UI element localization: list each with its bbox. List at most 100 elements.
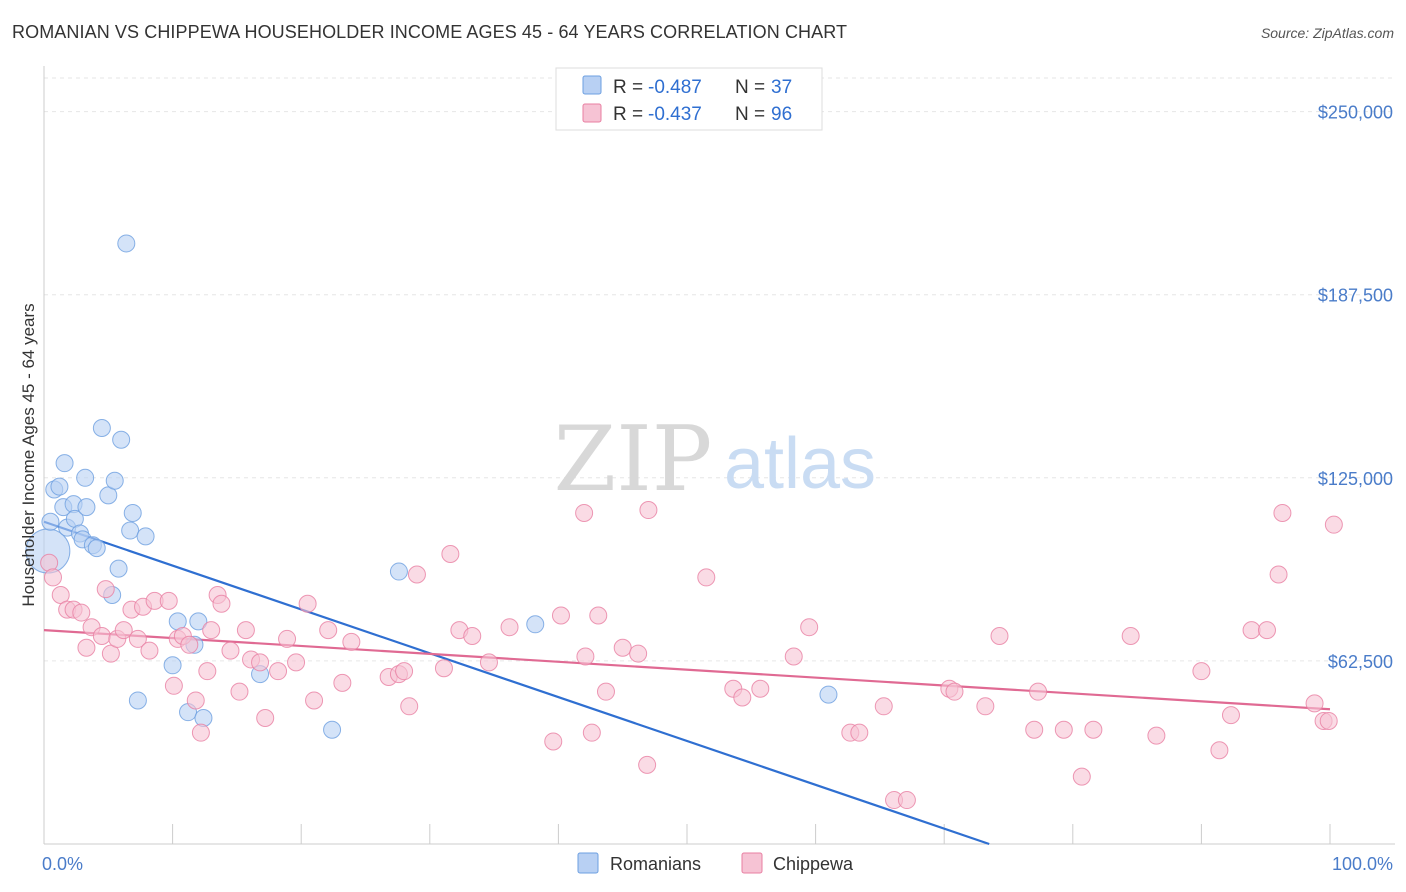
chippewa-point	[198, 662, 217, 681]
romanians-point	[55, 454, 74, 473]
legend-n-value-chippewa: 96	[771, 104, 792, 125]
chippewa-point	[1121, 627, 1140, 646]
chippewa-point	[697, 568, 716, 587]
romanians-point	[189, 612, 208, 631]
legend: R = -0.487 N = 37 R = -0.437 N = 96	[555, 67, 823, 131]
romanians-point	[121, 521, 140, 540]
chippewa-point	[874, 697, 893, 716]
chippewa-point	[582, 723, 601, 742]
watermark: ZIP atlas	[554, 407, 876, 512]
chippewa-point	[629, 644, 648, 663]
chippewa-point	[191, 723, 210, 742]
chippewa-point	[639, 501, 658, 520]
romanians-point	[194, 709, 213, 728]
chippewa-point	[114, 621, 133, 640]
chippewa-point	[1242, 621, 1261, 640]
chippewa-point	[1319, 711, 1338, 730]
chippewa-point	[202, 621, 221, 640]
source-label: Source: ZipAtlas.com	[1260, 25, 1394, 41]
romanians-trend-line	[43, 520, 990, 846]
romanians-point	[123, 503, 142, 522]
chippewa-point	[92, 627, 111, 646]
y-tick-label: $125,000	[1318, 469, 1393, 489]
legend-n-label-romanians: N =	[735, 77, 765, 98]
chippewa-point	[180, 635, 199, 654]
legend-swatch-romanians	[582, 75, 602, 95]
watermark-zip: ZIP	[554, 407, 713, 512]
chippewa-point	[395, 662, 414, 681]
chippewa-point	[342, 632, 361, 651]
y-axis-label: Householder Income Ages 45 - 64 years	[19, 303, 38, 606]
chippewa-point	[1210, 741, 1229, 760]
bottom-legend-label-romanians[interactable]: Romanians	[610, 854, 701, 874]
romanians-point	[323, 720, 342, 739]
chippewa-trend-line	[43, 629, 1331, 711]
chippewa-point	[72, 603, 91, 622]
chippewa-point	[298, 594, 317, 613]
chippewa-point	[407, 565, 426, 584]
y-tick-label: $62,500	[1328, 652, 1393, 672]
chippewa-point	[897, 791, 916, 810]
y-tick-label: $250,000	[1318, 103, 1393, 123]
romanians-point	[109, 559, 128, 578]
legend-swatch-chippewa	[582, 103, 602, 123]
bottom-legend-swatch-romanians[interactable]	[577, 852, 599, 874]
watermark-atlas: atlas	[724, 424, 876, 504]
romanians-point	[128, 691, 147, 710]
chippewa-point	[44, 568, 63, 587]
chippewa-point	[589, 606, 608, 625]
chippewa-point	[186, 691, 205, 710]
chippewa-point	[269, 662, 288, 681]
chippewa-point	[159, 591, 178, 610]
chippewa-point	[596, 682, 615, 701]
chippewa-point	[544, 732, 563, 751]
chippewa-point	[140, 641, 159, 660]
bottom-legend-swatch-chippewa[interactable]	[741, 852, 763, 874]
legend-r-value-chippewa: -0.437	[648, 104, 702, 125]
chippewa-point	[251, 653, 270, 672]
chippewa-point	[256, 709, 275, 728]
chippewa-point	[1221, 706, 1240, 725]
chippewa-point	[751, 679, 770, 698]
bottom-legend: Romanians Chippewa	[577, 852, 854, 874]
chippewa-point	[976, 697, 995, 716]
chippewa-point	[1257, 621, 1276, 640]
chippewa-point	[1054, 720, 1073, 739]
chippewa-point	[287, 653, 306, 672]
romanians-point	[526, 615, 545, 634]
romanians-point	[117, 234, 136, 253]
chippewa-point	[128, 629, 147, 648]
data-points	[25, 234, 1343, 810]
x-tick-labels: 0.0% 100.0%	[42, 854, 1393, 874]
romanians-point	[136, 527, 155, 546]
chippewa-point	[1305, 694, 1324, 713]
chippewa-point	[463, 627, 482, 646]
legend-r-label-chippewa: R =	[613, 104, 643, 125]
romanians-point	[163, 656, 182, 675]
chippewa-point	[164, 676, 183, 695]
chippewa-point	[1324, 515, 1343, 534]
legend-n-value-romanians: 37	[771, 77, 792, 98]
y-tick-labels: $62,500 $125,000 $187,500 $250,000	[1318, 103, 1393, 672]
chippewa-point	[1029, 682, 1048, 701]
chippewa-point	[1072, 767, 1091, 786]
chippewa-point	[1084, 720, 1103, 739]
chippewa-point	[800, 618, 819, 637]
trend-lines	[43, 520, 1331, 846]
romanians-point	[389, 562, 408, 581]
chippewa-point	[212, 594, 231, 613]
legend-n-label-chippewa: N =	[735, 104, 765, 125]
chippewa-point	[441, 544, 460, 563]
chippewa-point	[1025, 720, 1044, 739]
chippewa-point	[221, 641, 240, 660]
chippewa-point	[434, 659, 453, 678]
chippewa-point	[613, 638, 632, 657]
chippewa-point	[1269, 565, 1288, 584]
bottom-legend-label-chippewa[interactable]: Chippewa	[773, 854, 854, 874]
romanians-point	[77, 498, 96, 517]
chippewa-point	[500, 618, 519, 637]
chippewa-point	[945, 682, 964, 701]
romanians-point	[112, 430, 131, 449]
chippewa-point	[638, 755, 657, 774]
x-tick-label: 100.0%	[1332, 854, 1393, 874]
